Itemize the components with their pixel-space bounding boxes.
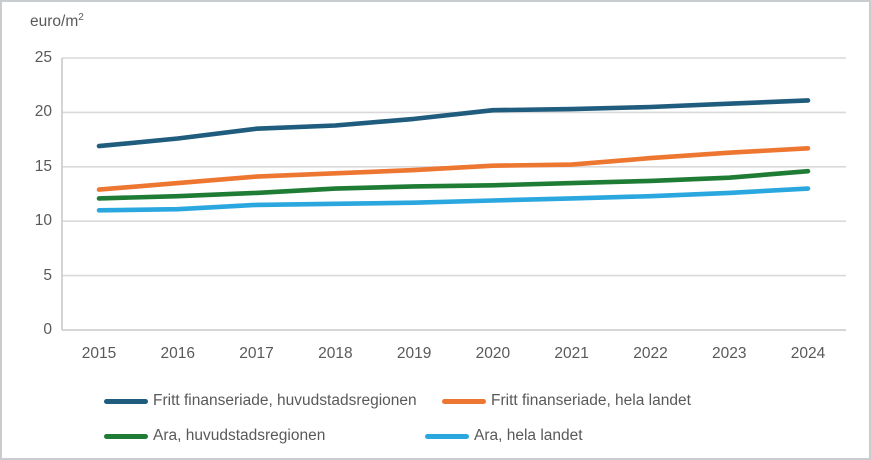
series-line-fritt-finanseriade-hela-landet xyxy=(96,146,811,192)
y-tick-label: 10 xyxy=(34,212,52,230)
y-tick-label: 20 xyxy=(34,103,52,121)
series-line-ara-hela-landet xyxy=(96,186,811,213)
legend-label: Ara, hela landet xyxy=(474,427,583,444)
x-tick-label: 2020 xyxy=(475,345,511,362)
series-line-ara-huvudstadsregionen xyxy=(96,168,811,201)
series-line-fritt-finanseriade-huvudstadsregionen xyxy=(96,98,811,149)
x-tick-label: 2017 xyxy=(239,345,274,362)
legend-swatch-ara-huvudstadsregionen xyxy=(104,433,148,439)
x-tick-label: 2023 xyxy=(711,345,747,362)
legend-swatch-fritt-finanseriade-hela-landet xyxy=(442,398,486,404)
legend-label: Ara, huvudstadsregionen xyxy=(153,427,326,444)
x-tick-label: 2016 xyxy=(160,345,195,362)
x-tick-label: 2021 xyxy=(554,345,589,362)
y-tick-label: 25 xyxy=(34,49,52,66)
legend-swatch-ara-hela-landet xyxy=(425,433,469,439)
legend-swatch-fritt-finanseriade-huvudstadsregionen xyxy=(104,398,148,404)
y-axis-title-text: euro/m xyxy=(30,13,79,31)
x-tick-label: 2022 xyxy=(633,345,668,362)
legend-item-fritt-finanseriade-huvudstadsregionen: Fritt finanseriade, huvudstadsregionen xyxy=(104,392,417,410)
y-tick-label: 5 xyxy=(43,266,52,284)
y-axis-title: euro/m2 xyxy=(30,12,84,31)
legend-item-ara-hela-landet: Ara, hela landet xyxy=(425,427,583,445)
x-tick-label: 2015 xyxy=(81,345,117,362)
y-tick-label: 0 xyxy=(43,321,52,338)
legend-label: Fritt finanseriade, hela landet xyxy=(491,392,691,409)
legend-label: Fritt finanseriade, huvudstadsregionen xyxy=(153,392,417,409)
legend-item-fritt-finanseriade-hela-landet: Fritt finanseriade, hela landet xyxy=(442,392,691,410)
y-tick-label: 15 xyxy=(34,157,52,175)
x-tick-label: 2018 xyxy=(318,345,353,362)
x-tick-label: 2024 xyxy=(790,345,826,362)
legend-item-ara-huvudstadsregionen: Ara, huvudstadsregionen xyxy=(104,427,325,445)
y-axis-title-superscript: 2 xyxy=(78,12,84,23)
x-tick-label: 2019 xyxy=(396,345,432,362)
